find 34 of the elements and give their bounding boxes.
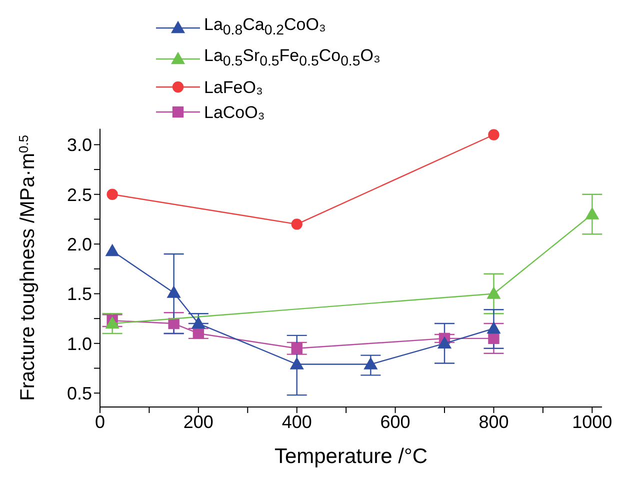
point bbox=[364, 358, 378, 370]
x-tick-label: 600 bbox=[380, 412, 410, 432]
point bbox=[586, 208, 599, 220]
y-tick-label: 0.5 bbox=[66, 383, 92, 404]
x-tick-label: 400 bbox=[282, 412, 312, 432]
point bbox=[487, 287, 500, 299]
point bbox=[488, 129, 500, 140]
x-tick-label: 0 bbox=[94, 412, 106, 432]
x-axis-title: Temperature /°C bbox=[274, 445, 428, 468]
point bbox=[290, 358, 304, 370]
y-tick-label: 3.0 bbox=[66, 135, 92, 156]
y-tick-label: 2.5 bbox=[66, 184, 92, 205]
legend-label: LaCoO₃ bbox=[204, 102, 265, 124]
x-tick-label: 1000 bbox=[572, 412, 612, 432]
point bbox=[106, 244, 119, 256]
point bbox=[192, 328, 204, 340]
point bbox=[167, 286, 180, 298]
x-tick-label: 800 bbox=[478, 412, 509, 432]
text: La$_{0.5}$Sr$_{0.5}$Fe$_{0.5}$Co$_{0.5}$O₃ bbox=[204, 46, 380, 70]
y-tick-label: 1.5 bbox=[66, 284, 92, 304]
x-tick-label: 200 bbox=[183, 412, 214, 432]
legend-label: La$_{0.8}$Ca$_{0.2}$CoO₃ bbox=[204, 14, 326, 40]
y-tick-label: 1.0 bbox=[66, 334, 92, 354]
point bbox=[291, 342, 302, 354]
point bbox=[168, 318, 180, 330]
point bbox=[192, 316, 206, 329]
point bbox=[106, 316, 119, 329]
legend-label: LaFeO₃ bbox=[204, 76, 263, 99]
point bbox=[106, 188, 118, 200]
y-tick-label: 2.0 bbox=[66, 234, 92, 254]
point bbox=[487, 322, 500, 334]
point bbox=[488, 332, 500, 344]
point bbox=[291, 218, 302, 230]
point bbox=[438, 336, 452, 349]
